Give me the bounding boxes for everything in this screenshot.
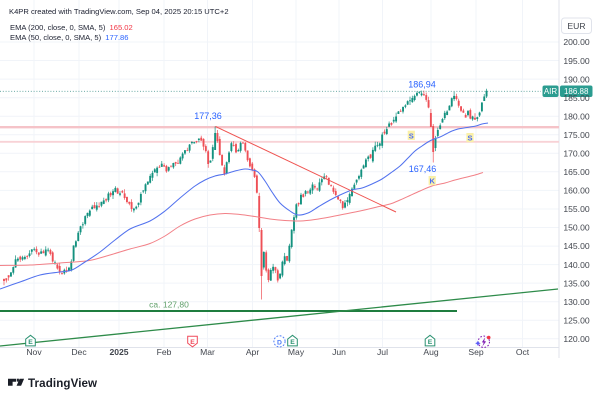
svg-text:Jun: Jun	[332, 347, 346, 357]
svg-text:Mar: Mar	[200, 347, 215, 357]
svg-text:D: D	[277, 339, 282, 346]
svg-text:177,36: 177,36	[194, 111, 222, 121]
svg-text:TradingView: TradingView	[28, 377, 98, 390]
svg-text:135.00: 135.00	[563, 278, 590, 288]
svg-text:Nov: Nov	[26, 347, 42, 357]
svg-text:EMA (50, close, 0, SMA, 5) 177: EMA (50, close, 0, SMA, 5) 177.86	[10, 33, 129, 42]
svg-text:ca. 127,80: ca. 127,80	[149, 300, 189, 310]
svg-text:Jul: Jul	[377, 347, 388, 357]
svg-text:186,94: 186,94	[408, 80, 436, 90]
svg-text:May: May	[288, 347, 305, 357]
svg-text:200.00: 200.00	[563, 37, 590, 47]
svg-text:170.00: 170.00	[563, 149, 590, 159]
svg-text:Dec: Dec	[71, 347, 87, 357]
svg-text:S: S	[467, 134, 472, 143]
svg-text:EUR: EUR	[567, 21, 585, 31]
svg-text:Apr: Apr	[246, 347, 260, 357]
svg-text:150.00: 150.00	[563, 223, 590, 233]
svg-text:120.00: 120.00	[563, 334, 590, 344]
svg-text:EMA (200, close, 0, SMA, 5) 16: EMA (200, close, 0, SMA, 5) 165.02	[10, 23, 133, 32]
svg-text:Sep: Sep	[468, 347, 484, 357]
svg-text:190.00: 190.00	[563, 74, 590, 84]
svg-text:E: E	[290, 339, 295, 346]
svg-text:185.00: 185.00	[563, 93, 590, 103]
svg-text:E: E	[28, 339, 33, 346]
svg-text:Oct: Oct	[516, 347, 530, 357]
svg-text:167,46: 167,46	[409, 164, 437, 174]
svg-text:2025: 2025	[109, 347, 128, 357]
svg-text:195.00: 195.00	[563, 56, 590, 66]
svg-text:175.00: 175.00	[563, 130, 590, 140]
svg-text:E: E	[428, 339, 433, 346]
svg-text:130.00: 130.00	[563, 297, 590, 307]
svg-text:Aug: Aug	[423, 347, 439, 357]
svg-text:186.88: 186.88	[564, 87, 589, 96]
svg-text:AIR: AIR	[544, 87, 558, 96]
svg-text:E: E	[190, 339, 195, 346]
svg-text:K4PR created with TradingView.: K4PR created with TradingView.com, Sep 0…	[9, 7, 229, 16]
svg-text:Feb: Feb	[157, 347, 172, 357]
svg-text:125.00: 125.00	[563, 315, 590, 325]
svg-text:140.00: 140.00	[563, 260, 590, 270]
svg-text:155.00: 155.00	[563, 204, 590, 214]
svg-text:K: K	[429, 177, 435, 186]
svg-text:145.00: 145.00	[563, 241, 590, 251]
svg-text:160.00: 160.00	[563, 186, 590, 196]
svg-text:180.00: 180.00	[563, 111, 590, 121]
svg-text:S: S	[409, 131, 414, 140]
svg-text:165.00: 165.00	[563, 167, 590, 177]
